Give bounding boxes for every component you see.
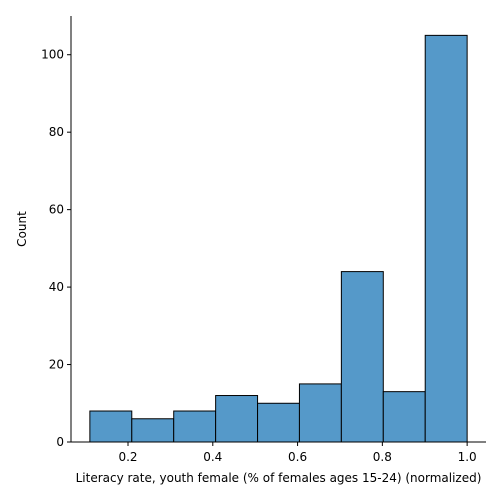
y-tick-label: 60 xyxy=(49,203,64,217)
x-tick-label: 0.4 xyxy=(203,450,222,464)
histogram-bar xyxy=(382,391,426,443)
x-axis: 0.2 0.4 0.6 0.8 1.0 xyxy=(71,441,486,464)
histogram-bar xyxy=(257,402,300,443)
x-tick-label: 0.8 xyxy=(373,450,392,464)
x-tick-label: 0.2 xyxy=(118,450,137,464)
x-tick-label: 0.6 xyxy=(288,450,307,464)
histogram-bar xyxy=(424,34,468,443)
histogram-bar xyxy=(131,418,175,443)
y-tick-label: 40 xyxy=(49,280,64,294)
histogram-bar xyxy=(173,410,217,443)
y-tick-label: 0 xyxy=(56,435,64,449)
x-axis-label: Literacy rate, youth female (% of female… xyxy=(76,471,482,485)
histogram-bar xyxy=(340,271,384,443)
bars-group xyxy=(89,34,468,443)
y-axis: 0 20 40 60 80 100 xyxy=(41,16,72,449)
histogram-bar xyxy=(89,410,133,443)
x-tick-label: 1.0 xyxy=(458,450,477,464)
y-tick-label: 20 xyxy=(49,358,64,372)
y-axis-label: Count xyxy=(15,211,29,247)
histogram-bar xyxy=(215,395,259,443)
y-tick-label: 100 xyxy=(41,48,64,62)
y-tick-label: 80 xyxy=(49,125,64,139)
histogram-bar xyxy=(298,383,342,443)
